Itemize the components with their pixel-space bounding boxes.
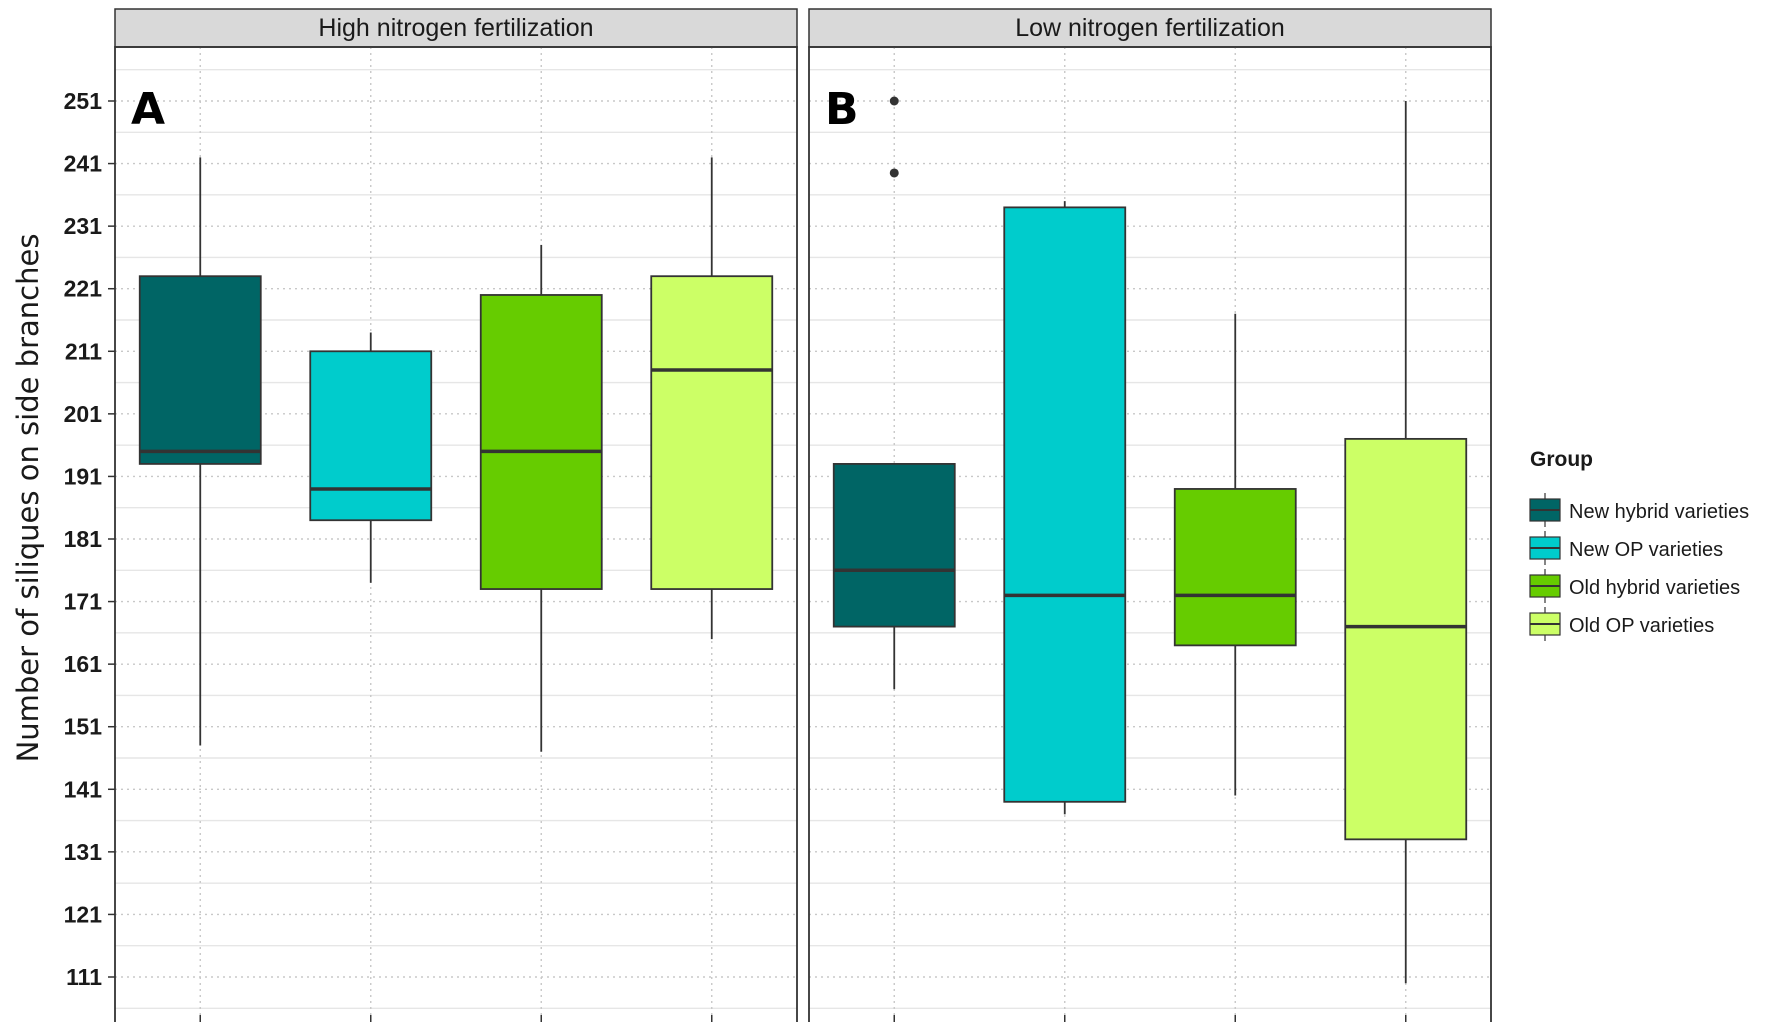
- y-tick-label: 241: [64, 151, 103, 177]
- box-iqr: [479, 294, 603, 590]
- legend-label: Old hybrid varieties: [1569, 577, 1740, 599]
- y-tick-label: 211: [65, 338, 102, 364]
- box-old-op-varieties: [650, 157, 774, 640]
- y-tick-label: 111: [66, 964, 102, 990]
- legend-entry-new-hybrid-varieties: New hybrid varieties: [1529, 493, 1749, 527]
- legend-title: Group: [1530, 448, 1593, 471]
- y-axis-title: Number of siliques on side branches: [11, 234, 45, 763]
- box-old-op-varieties: [1344, 101, 1468, 984]
- facet-strip: [808, 8, 1492, 48]
- y-tick-label: 191: [64, 463, 103, 489]
- box-iqr: [1173, 488, 1297, 647]
- box-old-hybrid-varieties: [479, 244, 603, 752]
- y-tick-label: 171: [64, 589, 103, 615]
- y-tick-label: 141: [64, 776, 103, 802]
- box-new-hybrid-varieties: [832, 96, 956, 690]
- panels: High nitrogen fertilization A Low nitrogen…: [114, 8, 1492, 1022]
- box-iqr: [832, 463, 956, 628]
- box-new-op-varieties: [309, 332, 433, 583]
- y-tick-label: 181: [64, 526, 103, 552]
- y-axis: 111 121 131 141 151 161 171 181 191 201 211 221 231 2…: [64, 88, 115, 990]
- panel-tag: A: [131, 84, 165, 135]
- y-tick-label: 131: [64, 839, 103, 865]
- y-tick-label: 221: [64, 276, 103, 302]
- legend-entry-old-hybrid-varieties: Old hybrid varieties: [1529, 569, 1740, 603]
- facet-strip-label: High nitrogen fertilization: [318, 14, 593, 42]
- panel-1: High nitrogen fertilization A: [114, 8, 798, 1022]
- legend-label: Old OP varieties: [1569, 615, 1714, 637]
- y-tick-label: 121: [64, 901, 103, 927]
- legend-label: New OP varieties: [1569, 539, 1723, 561]
- y-tick-label: 151: [64, 714, 103, 740]
- legend-entry-old-op-varieties: Old OP varieties: [1529, 607, 1714, 641]
- panel-tag: B: [825, 84, 859, 135]
- outlier-point: [889, 168, 899, 178]
- y-tick-label: 161: [64, 651, 103, 677]
- legend-entry-new-op-varieties: New OP varieties: [1529, 531, 1723, 565]
- y-tick-label: 201: [64, 401, 103, 427]
- box-iqr: [650, 275, 774, 590]
- legend: Group New hybrid varieties New OP varietie…: [1529, 448, 1749, 641]
- y-tick-label: 231: [64, 213, 103, 239]
- facet-strip-label: Low nitrogen fertilization: [1015, 14, 1285, 42]
- box-old-hybrid-varieties: [1173, 313, 1297, 796]
- y-tick-label: 251: [64, 88, 103, 114]
- box-iqr: [138, 275, 262, 465]
- outlier-point: [889, 96, 899, 106]
- facet-strip: [114, 8, 798, 48]
- panel-2: Low nitrogen fertilization B: [808, 8, 1492, 1022]
- box-new-op-varieties: [1003, 201, 1127, 815]
- panel-border: [808, 46, 1492, 1022]
- box-iqr: [1003, 206, 1127, 803]
- box-new-hybrid-varieties: [138, 157, 262, 746]
- legend-label: New hybrid varieties: [1569, 501, 1749, 523]
- box-iqr: [309, 350, 433, 522]
- box-iqr: [1344, 437, 1468, 841]
